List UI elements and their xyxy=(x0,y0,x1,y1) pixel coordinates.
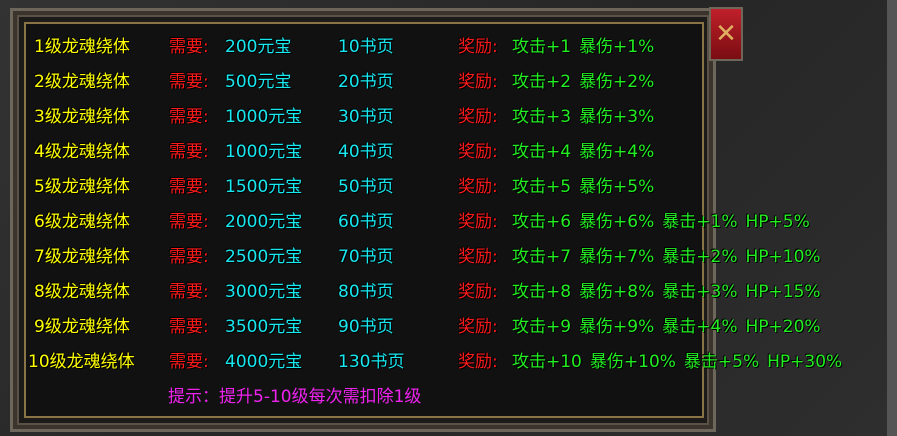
reward-item: 攻击+2 xyxy=(512,72,572,92)
level-name: 2级龙魂绕体 xyxy=(34,72,130,92)
ingot-cost: 1000元宝 xyxy=(225,142,303,162)
hint-text: 提示：提升5-10级每次需扣除1级 xyxy=(168,387,422,407)
reward-list: 攻击+5 暴伤+5% xyxy=(512,172,662,202)
level-name: 9级龙魂绕体 xyxy=(34,317,130,337)
page-cost: 40书页 xyxy=(338,142,394,162)
reward-list: 攻击+9 暴伤+9% 暴击+4% HP+20% xyxy=(512,312,829,342)
reward-item: 暴伤+6% xyxy=(579,212,655,232)
reward-item: HP+20% xyxy=(745,317,821,337)
requirement-label: 需要: xyxy=(169,177,209,197)
page-cost: 20书页 xyxy=(338,72,394,92)
reward-label: 奖励: xyxy=(458,177,498,197)
requirement-label: 需要: xyxy=(169,37,209,57)
reward-item: 攻击+10 xyxy=(512,352,582,372)
reward-list: 攻击+6 暴伤+6% 暴击+1% HP+5% xyxy=(512,207,818,237)
reward-label: 奖励: xyxy=(458,317,498,337)
reward-item: 攻击+1 xyxy=(512,37,572,57)
level-name: 10级龙魂绕体 xyxy=(28,352,135,372)
reward-item: 攻击+4 xyxy=(512,142,572,162)
reward-item: 攻击+9 xyxy=(512,317,572,337)
reward-label: 奖励: xyxy=(458,212,498,232)
reward-label: 奖励: xyxy=(458,107,498,127)
requirement-label: 需要: xyxy=(169,212,209,232)
requirement-label: 需要: xyxy=(169,247,209,267)
reward-item: HP+30% xyxy=(767,352,843,372)
level-name: 8级龙魂绕体 xyxy=(34,282,130,302)
reward-list: 攻击+10 暴伤+10% 暴击+5% HP+30% xyxy=(512,347,850,377)
reward-item: 暴击+4% xyxy=(662,317,738,337)
ingot-cost: 1500元宝 xyxy=(225,177,303,197)
page-cost: 10书页 xyxy=(338,37,394,57)
requirement-label: 需要: xyxy=(169,282,209,302)
reward-label: 奖励: xyxy=(458,247,498,267)
reward-item: 暴伤+1% xyxy=(579,37,655,57)
level-name: 3级龙魂绕体 xyxy=(34,107,130,127)
reward-item: 暴伤+8% xyxy=(579,282,655,302)
ingot-cost: 500元宝 xyxy=(225,72,292,92)
requirement-label: 需要: xyxy=(169,317,209,337)
reward-label: 奖励: xyxy=(458,72,498,92)
reward-list: 攻击+1 暴伤+1% xyxy=(512,32,662,62)
reward-label: 奖励: xyxy=(458,282,498,302)
reward-label: 奖励: xyxy=(458,37,498,57)
ingot-cost: 4000元宝 xyxy=(225,352,303,372)
reward-item: 暴伤+5% xyxy=(579,177,655,197)
level-table: 提示：提升5-10级每次需扣除1级 1级龙魂绕体 需要: 200元宝 10书页 奖励: 攻… xyxy=(24,22,842,418)
level-name: 4级龙魂绕体 xyxy=(34,142,130,162)
reward-item: 暴击+5% xyxy=(683,352,760,372)
reward-item: 暴伤+2% xyxy=(579,72,655,92)
reward-item: 暴击+1% xyxy=(662,212,738,232)
page-cost: 30书页 xyxy=(338,107,394,127)
reward-item: 攻击+8 xyxy=(512,282,572,302)
reward-list: 攻击+4 暴伤+4% xyxy=(512,137,662,167)
requirement-label: 需要: xyxy=(169,142,209,162)
level-name: 1级龙魂绕体 xyxy=(34,37,130,57)
ingot-cost: 3500元宝 xyxy=(225,317,303,337)
requirement-label: 需要: xyxy=(169,72,209,92)
page-cost: 50书页 xyxy=(338,177,394,197)
reward-list: 攻击+3 暴伤+3% xyxy=(512,102,662,132)
level-name: 5级龙魂绕体 xyxy=(34,177,130,197)
page-cost: 90书页 xyxy=(338,317,394,337)
requirement-label: 需要: xyxy=(169,352,209,372)
close-button[interactable]: ✕ xyxy=(709,7,743,61)
reward-list: 攻击+7 暴伤+7% 暴击+2% HP+10% xyxy=(512,242,829,272)
ingot-cost: 3000元宝 xyxy=(225,282,303,302)
reward-list: 攻击+2 暴伤+2% xyxy=(512,67,662,97)
reward-item: 暴伤+10% xyxy=(589,352,676,372)
ingot-cost: 200元宝 xyxy=(225,37,292,57)
reward-item: 暴伤+7% xyxy=(579,247,655,267)
close-x-icon: ✕ xyxy=(715,19,737,49)
reward-item: 攻击+5 xyxy=(512,177,572,197)
ingot-cost: 1000元宝 xyxy=(225,107,303,127)
reward-item: 暴击+3% xyxy=(662,282,738,302)
reward-item: 暴击+2% xyxy=(662,247,738,267)
reward-item: HP+15% xyxy=(745,282,821,302)
right-frame-edge xyxy=(887,0,897,436)
level-name: 7级龙魂绕体 xyxy=(34,247,130,267)
requirement-label: 需要: xyxy=(169,107,209,127)
level-name: 6级龙魂绕体 xyxy=(34,212,130,232)
ingot-cost: 2000元宝 xyxy=(225,212,303,232)
reward-item: HP+10% xyxy=(745,247,821,267)
page-cost: 60书页 xyxy=(338,212,394,232)
reward-item: 攻击+6 xyxy=(512,212,572,232)
reward-item: 攻击+3 xyxy=(512,107,572,127)
page-cost: 70书页 xyxy=(338,247,394,267)
reward-item: 攻击+7 xyxy=(512,247,572,267)
page-cost: 80书页 xyxy=(338,282,394,302)
reward-item: HP+5% xyxy=(745,212,810,232)
reward-label: 奖励: xyxy=(458,142,498,162)
reward-item: 暴伤+9% xyxy=(579,317,655,337)
reward-item: 暴伤+4% xyxy=(579,142,655,162)
ingot-cost: 2500元宝 xyxy=(225,247,303,267)
page-cost: 130书页 xyxy=(338,352,405,372)
reward-label: 奖励: xyxy=(458,352,498,372)
reward-list: 攻击+8 暴伤+8% 暴击+3% HP+15% xyxy=(512,277,829,307)
reward-item: 暴伤+3% xyxy=(579,107,655,127)
